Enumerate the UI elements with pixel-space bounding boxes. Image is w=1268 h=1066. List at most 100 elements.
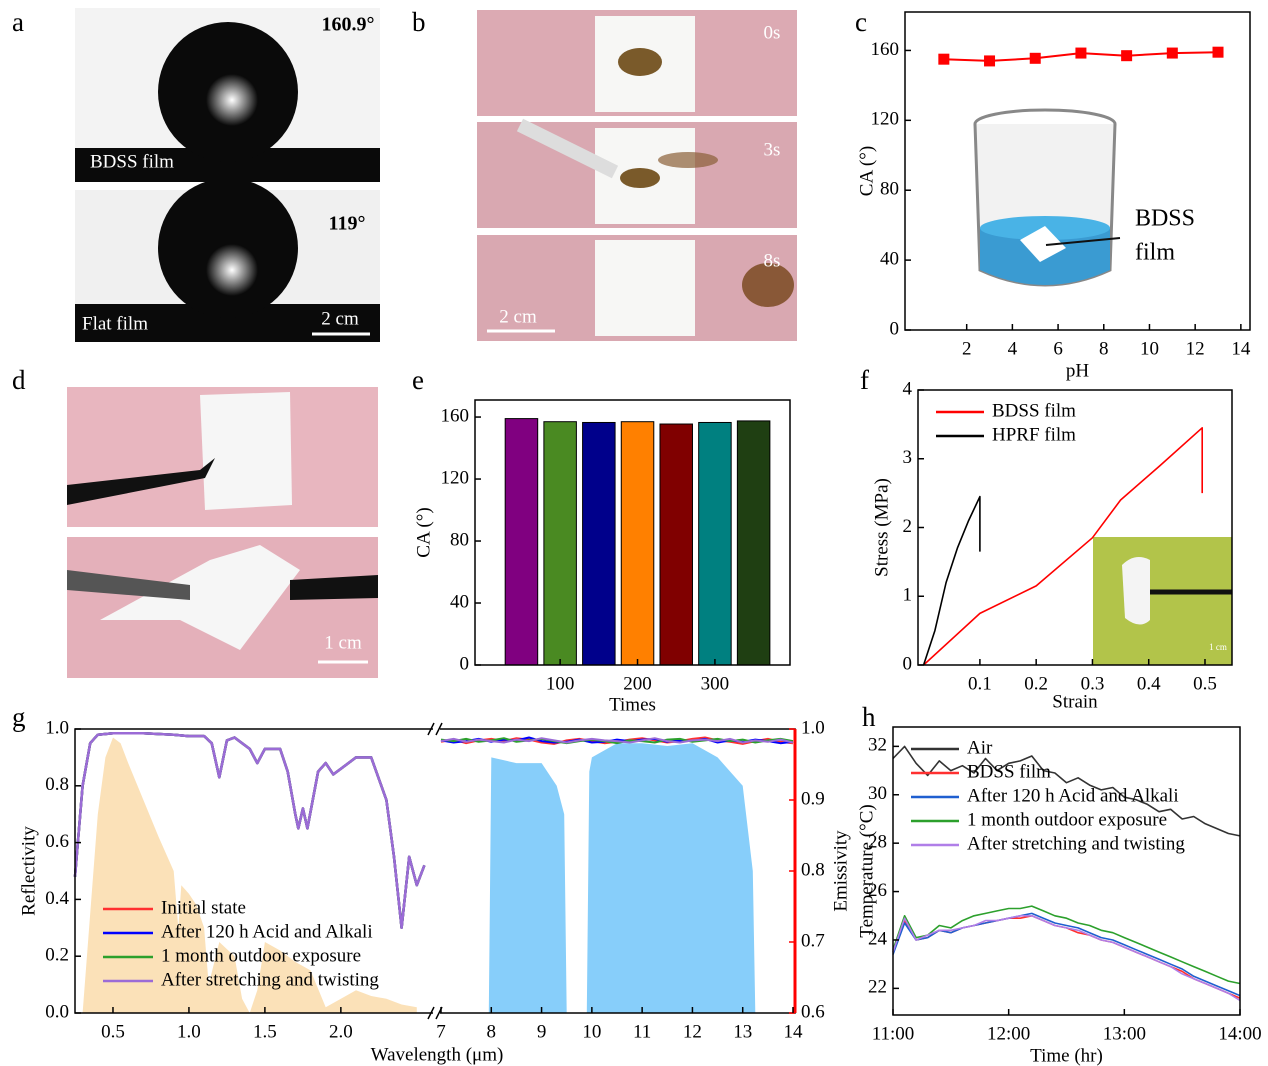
panel-letter: h (862, 702, 876, 732)
y-tick-label: 0.4 (45, 888, 69, 909)
y-tick-label: 0.6 (801, 1001, 825, 1022)
bar (504, 418, 539, 666)
panel-letter: e (412, 365, 424, 395)
x-tick-label: 300 (701, 673, 730, 694)
x-tick-label: 9 (537, 1021, 547, 1042)
panel-letter: a (12, 7, 24, 37)
x-tick-label: 0.5 (1193, 673, 1217, 694)
y-tick-label: 32 (868, 735, 887, 756)
data-line (892, 745, 1241, 837)
axis-break (433, 725, 440, 733)
panel-letter: b (412, 7, 426, 37)
bar (659, 423, 693, 666)
reflectivity-line (73, 732, 426, 930)
y-tick-label: 0.7 (801, 930, 825, 951)
contact-angle: 119° (329, 213, 366, 235)
y-tick-label: 0.8 (45, 774, 69, 795)
spectrum-area (488, 743, 756, 1013)
x-tick-label: 6 (1053, 338, 1063, 359)
y2-axis-label: Emissivity (830, 830, 851, 912)
y-tick-label: 0.8 (801, 859, 825, 880)
emissivity-line (440, 737, 794, 744)
plot-frame (474, 399, 791, 666)
bar (620, 421, 655, 666)
y-tick-label: 0.0 (45, 1001, 69, 1022)
data-marker (1212, 46, 1224, 58)
y-tick-label: 30 (868, 783, 887, 804)
photo-a-bottom (75, 178, 380, 342)
x-tick-label: 12 (683, 1021, 702, 1042)
legend-label: BDSS film (992, 400, 1076, 421)
x-axis-label: Wavelength (μm) (371, 1044, 504, 1065)
y-tick-label: 80 (450, 529, 469, 550)
y-tick-label: 28 (868, 832, 887, 853)
scale-label: 1 cm (1209, 642, 1227, 652)
inset-label: BDSS (1135, 206, 1195, 232)
axis-break-mark (435, 722, 443, 736)
axis-break-mark (427, 722, 435, 736)
y-tick-label: 1 (903, 585, 913, 606)
legend-label: After 120 h Acid and Alkali (967, 785, 1179, 806)
photo-caption: Flat film (82, 313, 148, 334)
panel-letter: g (12, 702, 26, 732)
y-tick-label: 80 (880, 179, 899, 200)
plot-frame (892, 726, 1241, 1016)
x-tick-label: 0.1 (968, 673, 992, 694)
legend-label: BDSS film (967, 761, 1051, 782)
photo-a-top (75, 8, 380, 182)
y-tick-label: 24 (868, 928, 888, 949)
x-tick-label: 12 (1186, 338, 1205, 359)
data-marker (1029, 52, 1041, 64)
x-axis-label: Strain (1052, 691, 1098, 712)
x-tick-label: 13 (733, 1021, 752, 1042)
panel-letter: c (855, 7, 867, 37)
time-label: 8s (764, 250, 781, 271)
x-tick-label: 14 (1231, 338, 1251, 359)
bar (698, 421, 732, 666)
data-line (892, 912, 1241, 997)
y-axis-label: CA (°) (856, 146, 877, 196)
legend-label: After stretching and twisting (967, 833, 1185, 854)
data-line (923, 427, 1203, 666)
panel-letter: f (860, 365, 869, 395)
legend-label: Initial state (161, 897, 246, 918)
y-tick-label: 0.2 (45, 945, 69, 966)
data-marker (1121, 50, 1133, 62)
y-axis-label: CA (°) (413, 507, 434, 557)
inset-label: film (1135, 240, 1175, 266)
axis-break (433, 1009, 440, 1017)
x-tick-label: 8 (1099, 338, 1109, 359)
x-tick-label: 0.3 (1081, 673, 1105, 694)
x-tick-label: 1.0 (177, 1021, 201, 1042)
data-marker (984, 55, 996, 67)
x-tick-label: 1.5 (253, 1021, 277, 1042)
data-marker (1075, 47, 1087, 59)
y-tick-label: 120 (871, 109, 900, 130)
y-tick-label: 1.0 (45, 717, 69, 738)
x-tick-label: 10 (582, 1021, 601, 1042)
x-tick-label: 4 (1008, 338, 1018, 359)
x-tick-label: 0.4 (1137, 673, 1161, 694)
x-tick-label: 200 (623, 673, 652, 694)
bar (582, 421, 616, 666)
x-tick-label: 11:00 (872, 1023, 915, 1044)
y-tick-label: 2 (903, 516, 913, 537)
x-tick-label: 13:00 (1103, 1023, 1146, 1044)
y-tick-label: 4 (903, 378, 913, 399)
data-line (892, 905, 1241, 985)
y-tick-label: 40 (880, 248, 899, 269)
legend-label: HPRF film (992, 424, 1076, 445)
bar (736, 420, 771, 666)
data-line (892, 915, 1241, 1002)
legend-label: 1 month outdoor exposure (967, 809, 1167, 830)
scale-label: 2 cm (321, 308, 359, 329)
y-tick-label: 22 (868, 977, 887, 998)
y-tick-label: 40 (450, 591, 469, 612)
legend-label: 1 month outdoor exposure (161, 945, 361, 966)
x-tick-label: 10 (1140, 338, 1159, 359)
plot-frame (904, 11, 1251, 331)
y-tick-label: 160 (871, 39, 900, 60)
y-tick-label: 26 (868, 880, 887, 901)
